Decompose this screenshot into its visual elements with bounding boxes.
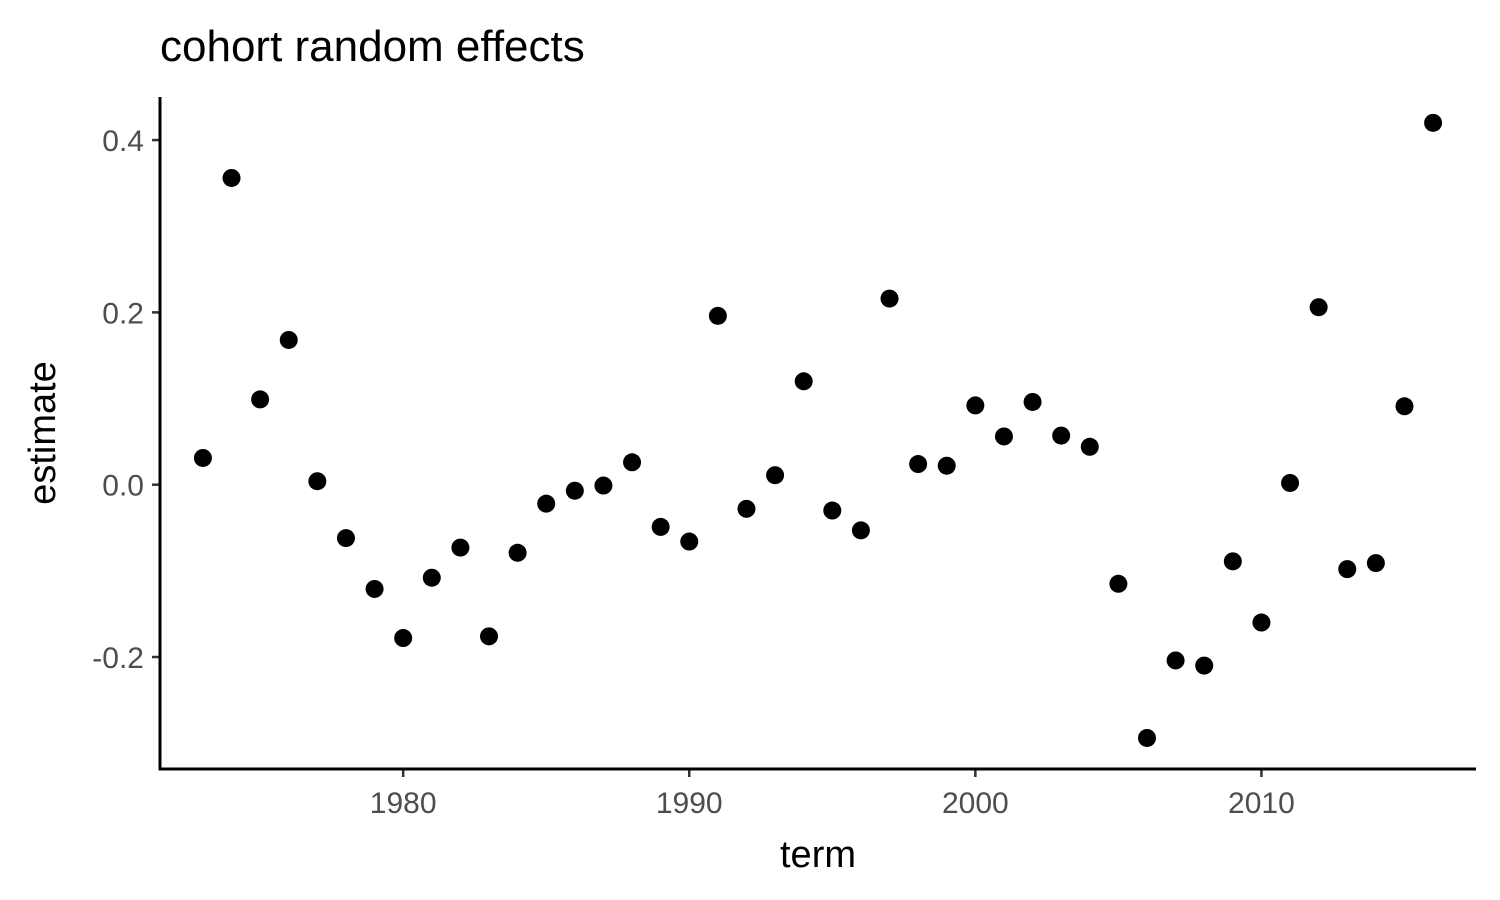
data-point — [737, 499, 756, 518]
data-point — [994, 427, 1013, 446]
data-point — [1023, 392, 1042, 411]
data-point — [480, 627, 498, 646]
data-point — [708, 306, 727, 325]
data-point — [508, 543, 527, 562]
data-point — [651, 517, 670, 536]
data-point — [251, 390, 270, 409]
data-point — [880, 289, 899, 308]
data-point — [937, 456, 956, 475]
data-point — [1080, 437, 1099, 456]
data-point — [1109, 574, 1128, 593]
data-point — [422, 568, 441, 587]
data-point — [394, 629, 413, 648]
data-point — [766, 466, 785, 485]
data-point — [565, 481, 584, 500]
data-point — [1338, 560, 1357, 579]
data-point — [1424, 113, 1443, 132]
y-axis-ticks: -0.2 0.0 0.2 0.4 — [92, 125, 160, 675]
data-point — [623, 453, 642, 472]
y-tick-label: -0.2 — [92, 642, 144, 675]
data-point — [537, 494, 556, 513]
data-point — [594, 476, 613, 495]
data-point — [451, 538, 470, 557]
data-point — [680, 532, 699, 551]
data-points — [193, 113, 1443, 747]
data-point — [1138, 728, 1156, 747]
data-point — [1281, 473, 1300, 492]
y-axis-title: estimate — [22, 361, 64, 505]
data-point — [336, 529, 355, 548]
data-point — [1252, 613, 1271, 632]
data-point — [794, 372, 813, 391]
data-point — [222, 168, 241, 187]
x-axis-ticks: 1980 1990 2000 2010 — [370, 769, 1295, 820]
data-point — [1395, 397, 1414, 416]
data-point — [823, 501, 842, 520]
data-point — [1309, 298, 1328, 317]
x-tick-label: 1990 — [656, 787, 723, 820]
y-tick-label: 0.0 — [102, 470, 144, 503]
data-point — [851, 521, 870, 540]
data-point — [1195, 656, 1214, 675]
y-tick-label: 0.4 — [102, 125, 144, 158]
data-point — [1166, 651, 1185, 670]
data-point — [279, 330, 298, 349]
data-point — [1223, 552, 1242, 571]
data-point — [909, 455, 928, 474]
data-point — [365, 579, 384, 598]
data-point — [1366, 554, 1385, 573]
x-tick-label: 1980 — [370, 787, 437, 820]
chart-title: cohort random effects — [160, 22, 585, 71]
x-tick-label: 2010 — [1228, 787, 1295, 820]
x-axis-title: term — [780, 834, 856, 876]
x-tick-label: 2000 — [942, 787, 1009, 820]
data-point — [966, 396, 985, 415]
y-tick-label: 0.2 — [102, 297, 144, 330]
data-point — [1052, 426, 1071, 445]
data-point — [193, 448, 212, 467]
data-point — [308, 472, 327, 491]
